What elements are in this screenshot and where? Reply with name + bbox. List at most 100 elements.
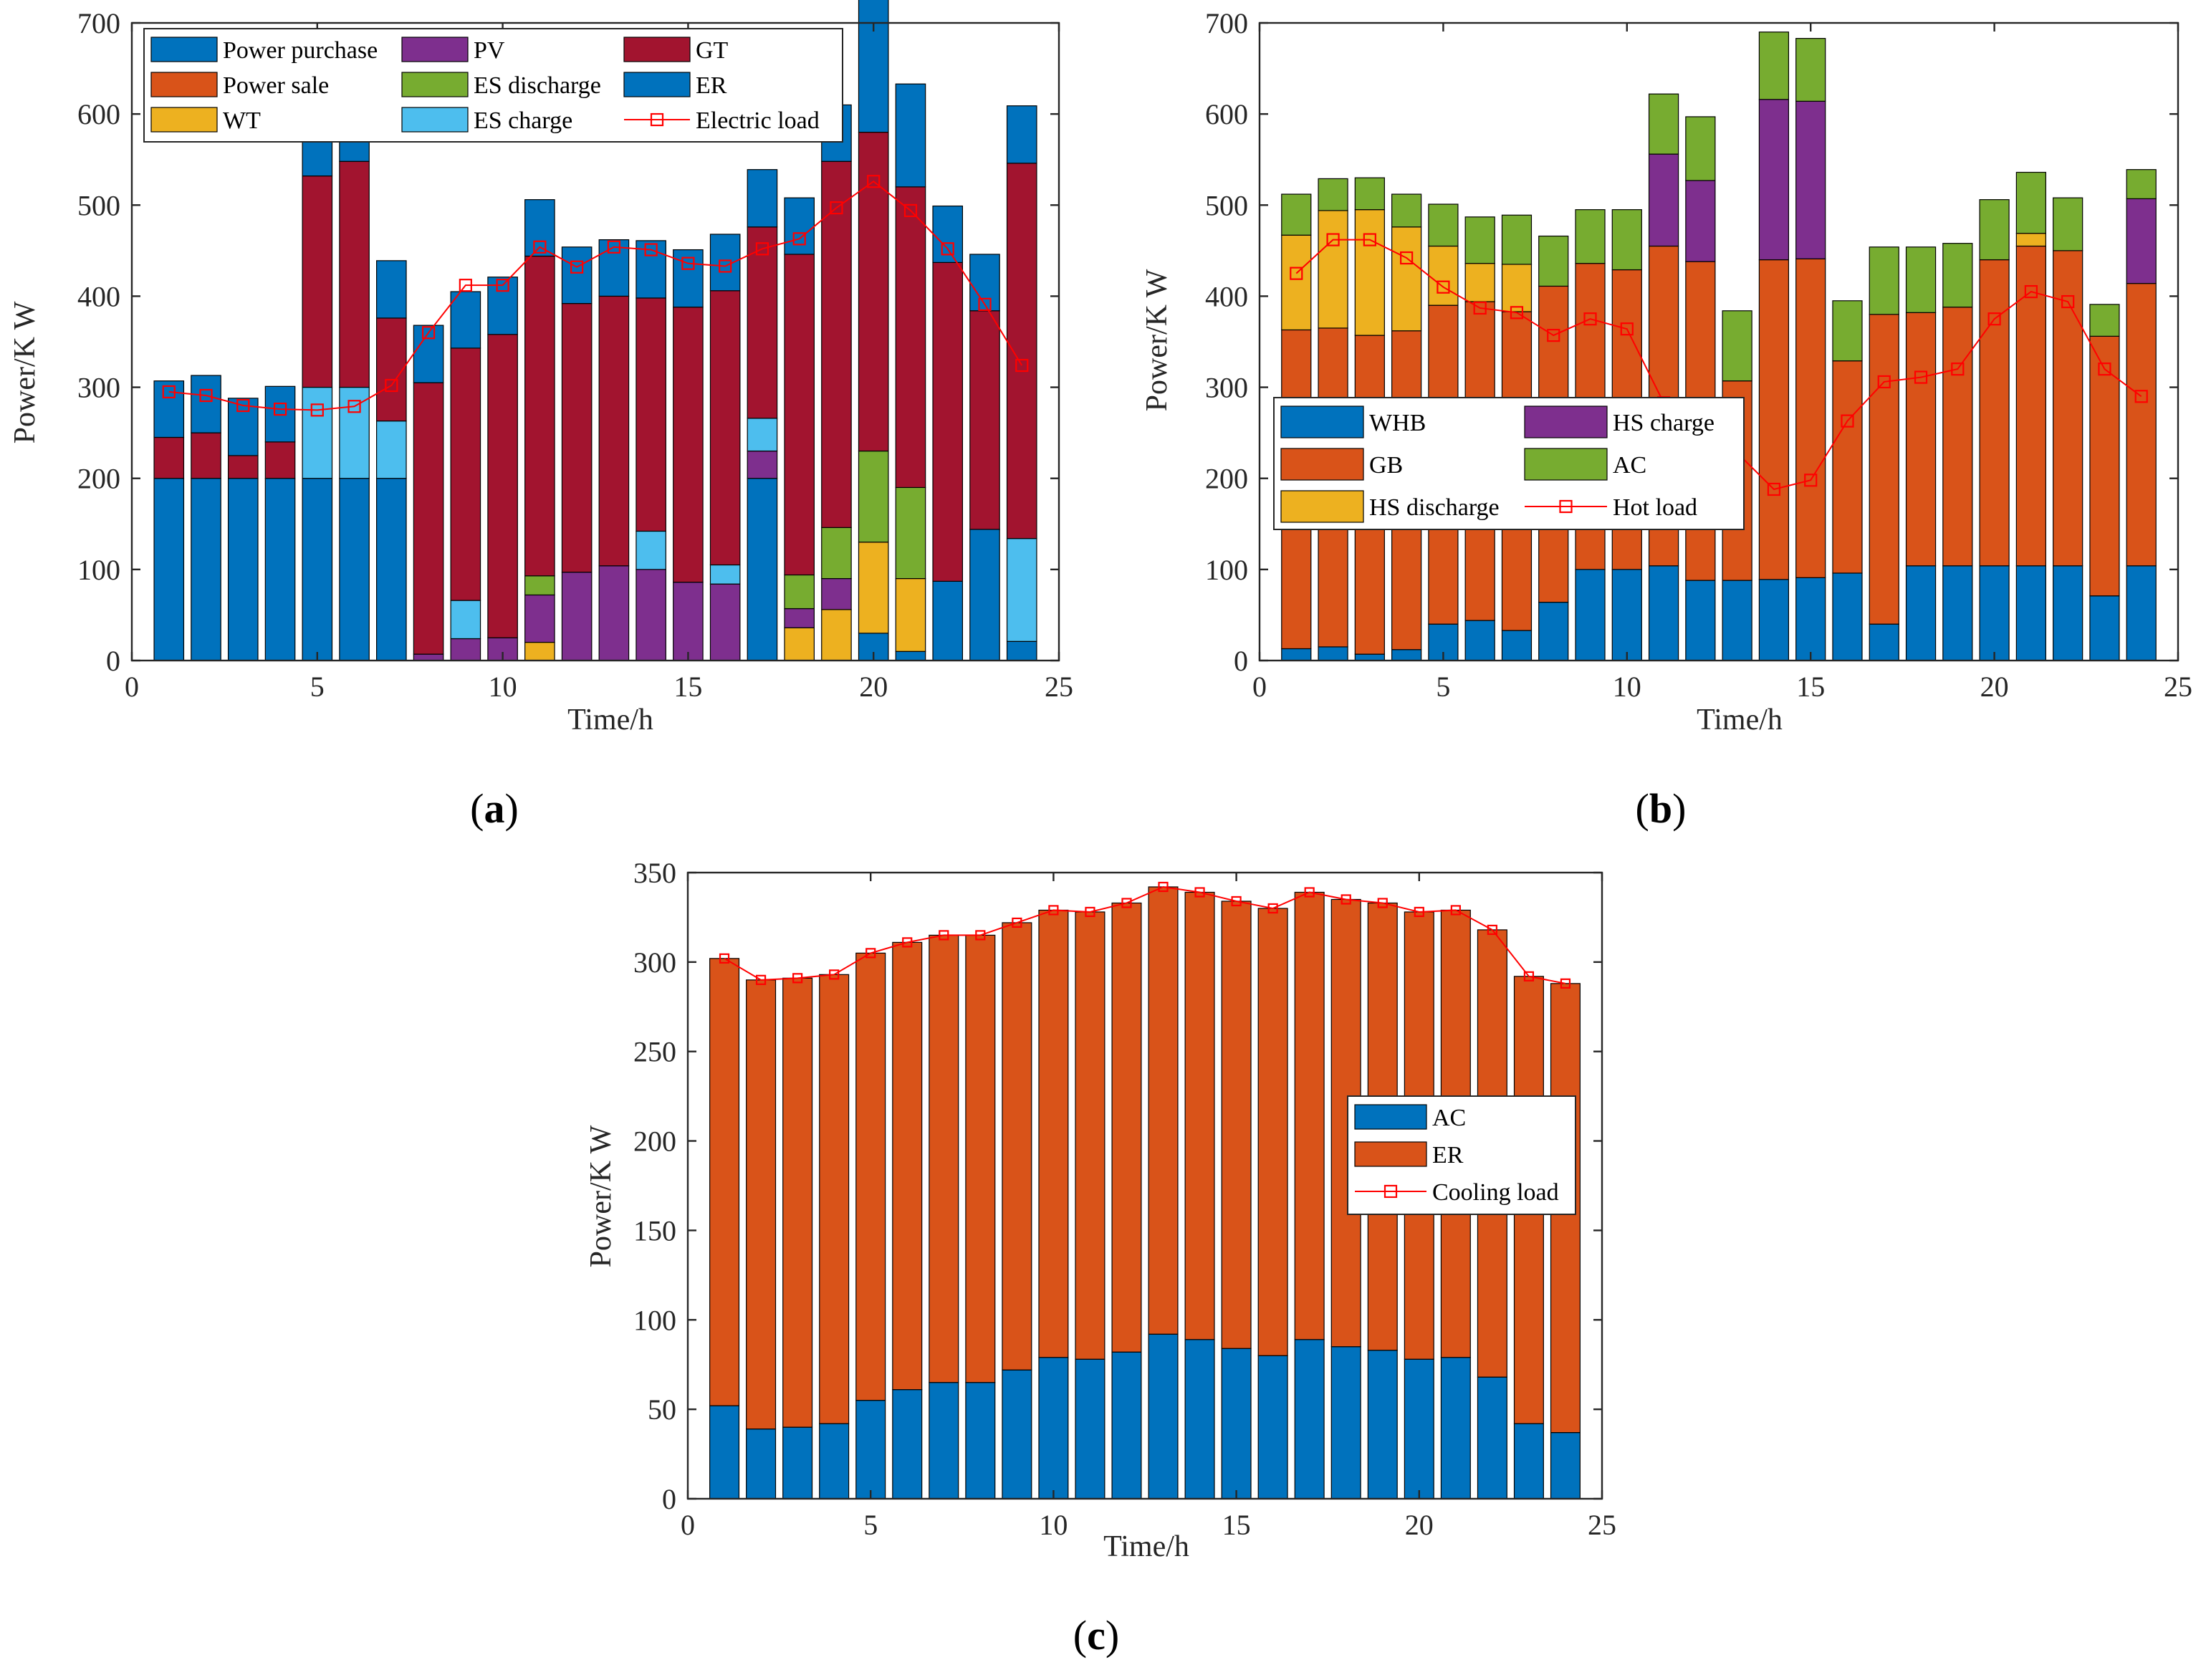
bar-ac — [1184, 1339, 1215, 1499]
load-marker — [1510, 306, 1524, 320]
bar-hs-discharge — [1391, 226, 1422, 332]
load-marker — [533, 240, 547, 254]
bar-ac — [1294, 1339, 1325, 1499]
bar-whb — [2015, 565, 2046, 661]
bar-whb — [1869, 623, 1899, 661]
load-marker — [347, 400, 361, 413]
bar-pv — [598, 565, 630, 661]
load-marker — [310, 403, 324, 417]
bar-gb — [2089, 335, 2120, 597]
y-tick-label: 700 — [77, 7, 120, 39]
bar-ac — [855, 1400, 886, 1499]
bar-gt — [302, 176, 333, 388]
load-line-path — [168, 180, 1023, 411]
bar-ac — [1464, 216, 1495, 264]
bar-hs-charge — [1648, 153, 1679, 247]
y-tick-label: 400 — [1205, 280, 1248, 312]
bar-whb — [2126, 565, 2157, 661]
bar-ac — [1979, 199, 2010, 261]
bar-ac — [1722, 310, 1752, 382]
load-marker — [162, 385, 176, 399]
load-marker — [902, 937, 913, 948]
bar-gb — [2053, 250, 2083, 567]
bar-ac — [1905, 246, 1937, 313]
bar-gt — [636, 297, 666, 532]
load-marker — [1877, 375, 1891, 389]
panel-c-caption: (c) — [1073, 1612, 1119, 1659]
bar-er — [746, 979, 777, 1430]
load-marker — [1951, 363, 1965, 376]
bar-hs-discharge — [2015, 233, 2046, 247]
bar-hs-charge — [2126, 198, 2157, 284]
x-tick-label: 15 — [1796, 671, 1825, 703]
bar-er — [487, 277, 518, 335]
y-tick-label: 400 — [77, 280, 120, 312]
load-marker — [607, 240, 620, 254]
legend-label: HS discharge — [1369, 494, 1500, 521]
bar-er — [1002, 922, 1032, 1371]
x-tick-label: 25 — [2164, 671, 2192, 703]
bar-ac — [1440, 1357, 1471, 1499]
panel-a-caption: (a) — [470, 785, 519, 832]
x-tick-label: 25 — [1045, 671, 1073, 703]
bar-er — [965, 934, 996, 1383]
bar-er — [969, 254, 1000, 312]
bar-whb — [1832, 572, 1863, 661]
bar-gb — [1942, 307, 1973, 567]
y-tick-label: 300 — [77, 372, 120, 404]
bar-whb — [1795, 577, 1826, 661]
bar-es-charge — [1006, 538, 1037, 642]
load-marker — [978, 297, 992, 311]
x-tick-label: 0 — [1252, 671, 1267, 703]
bar-es-charge — [302, 386, 333, 479]
y-tick-label: 700 — [1205, 7, 1248, 39]
legend-swatch — [150, 37, 218, 62]
panel-b-legend: WHB HS charge GB AC HS discharge Hot load — [1273, 397, 1745, 530]
legend-label: Power sale — [223, 72, 329, 99]
bar-er — [747, 169, 778, 228]
x-tick-label: 20 — [1405, 1509, 1434, 1541]
load-marker — [1048, 905, 1059, 916]
load-marker — [1987, 312, 2001, 326]
legend-label: Hot load — [1613, 494, 1697, 521]
panel-a-load-line — [162, 175, 1029, 417]
bar-er — [413, 325, 444, 383]
bar-es-discharge — [858, 450, 889, 543]
bar-ac — [1318, 178, 1348, 211]
bar-gt — [1006, 163, 1037, 539]
bar-gt — [561, 303, 593, 573]
legend-label: ES charge — [474, 107, 572, 134]
legend-label: GT — [696, 37, 729, 64]
bar-ac — [1758, 32, 1790, 100]
bar-pv — [413, 653, 444, 661]
bar-ac — [782, 1426, 813, 1499]
panel-c-load-line — [719, 881, 1571, 989]
bar-es-charge — [747, 418, 778, 452]
panel-a-ylabel: Power/K W — [9, 301, 42, 443]
bar-ac — [1257, 1355, 1288, 1499]
bar-ac — [1477, 1376, 1507, 1499]
bar-gb — [1979, 259, 2010, 567]
panel-a-electric: 0 5 10 15 20 25 0 100 200 300 400 500 600 700 Power p… — [9, 0, 1073, 832]
load-marker — [830, 201, 843, 215]
panel-b-ylabel: Power/K W — [1141, 269, 1174, 411]
panel-a-xlabel: Time/h — [567, 704, 653, 736]
legend-label: AC — [1613, 452, 1646, 479]
load-marker — [1547, 329, 1560, 342]
bar-er — [598, 239, 630, 297]
load-marker — [1363, 233, 1376, 246]
bar-gt — [413, 382, 444, 655]
bar-power-purchase — [264, 478, 296, 661]
load-marker — [1326, 233, 1340, 246]
bar-ac — [892, 1389, 923, 1499]
y-tick-label: 150 — [633, 1214, 676, 1247]
bar-power-purchase — [747, 478, 778, 661]
bar-ac — [1685, 116, 1716, 181]
y-tick-label: 0 — [662, 1483, 676, 1515]
bar-er — [858, 0, 889, 133]
bar-pv — [709, 583, 741, 661]
legend-swatch — [401, 72, 469, 97]
panel-b-caption-letter: b — [1649, 785, 1672, 832]
bar-gb — [1905, 312, 1937, 567]
